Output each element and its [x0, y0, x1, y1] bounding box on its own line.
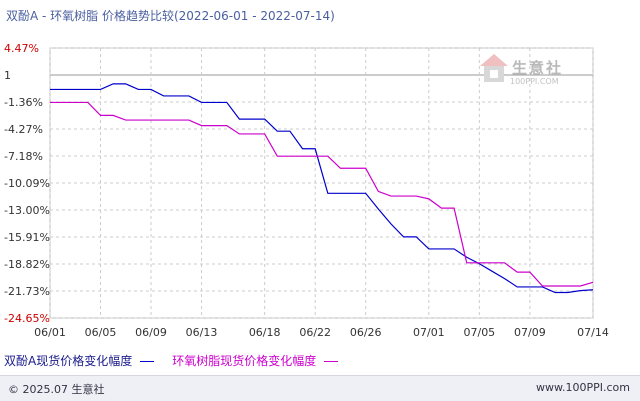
y-tick-label: -15.91%: [4, 231, 50, 244]
x-tick-label: 06/22: [299, 326, 331, 339]
series-line-2: [50, 101, 594, 287]
watermark-url: 100PPI.COM: [510, 77, 559, 86]
legend-label-series-2: 环氧树脂现货价格变化幅度: [172, 354, 317, 368]
legend-label-series-1: 双酚A现货价格变化幅度: [4, 354, 133, 368]
chart-title: 双酚A - 环氧树脂 价格趋势比较(2022-06-01 - 2022-07-1…: [6, 9, 335, 23]
x-tick-label: 07/14: [577, 326, 609, 339]
y-tick-label: -1.36%: [4, 96, 43, 109]
y-tick-label: 4.47%: [4, 42, 39, 55]
legend-swatch-series-1: [140, 361, 155, 362]
y-axis-ticks: 4.47% 1 -1.36% -4.27% -7.18% -10.09% -13.00% -1…: [4, 42, 50, 325]
x-tick-label: 06/09: [135, 326, 167, 339]
y-tick-label: -24.65%: [4, 312, 50, 325]
series-line-1: [50, 83, 594, 294]
x-tick-label: 07/09: [514, 326, 546, 339]
y-tick-label: -7.18%: [4, 150, 43, 163]
x-tick-label: 06/13: [186, 326, 218, 339]
y-tick-label: -13.00%: [4, 204, 50, 217]
x-tick-label: 06/26: [350, 326, 382, 339]
y-tick-label: -18.82%: [4, 258, 50, 271]
y-tick-label: -21.73%: [4, 285, 50, 298]
y-tick-label: -10.09%: [4, 177, 50, 190]
copyright-text: © 2025.07 生意社: [8, 383, 105, 396]
x-tick-label: 06/01: [34, 326, 66, 339]
x-tick-label: 06/05: [85, 326, 117, 339]
watermark-text: 生意社: [512, 59, 564, 77]
chart-canvas: 4.47% 1 -1.36% -4.27% -7.18% -10.09% -13.00% -1…: [4, 42, 609, 339]
legend: 双酚A现货价格变化幅度 环氧树脂现货价格变化幅度: [4, 352, 356, 369]
series-lines: [50, 83, 594, 294]
logo-icon: [480, 54, 508, 82]
x-tick-label: 07/05: [463, 326, 495, 339]
legend-swatch-series-2: [324, 361, 339, 362]
x-tick-label: 06/18: [249, 326, 281, 339]
x-tick-label: 07/01: [413, 326, 445, 339]
site-link[interactable]: www.100PPI.com: [536, 381, 630, 394]
footer-bar: © 2025.07 生意社 www.100PPI.com: [0, 375, 640, 401]
x-axis-ticks: 06/01 06/05 06/09 06/13 06/18 06/22 06/26 07/01…: [34, 326, 609, 339]
y-tick-label: -4.27%: [4, 123, 43, 136]
y-tick-label: 1: [4, 69, 11, 82]
grid: [49, 47, 594, 319]
